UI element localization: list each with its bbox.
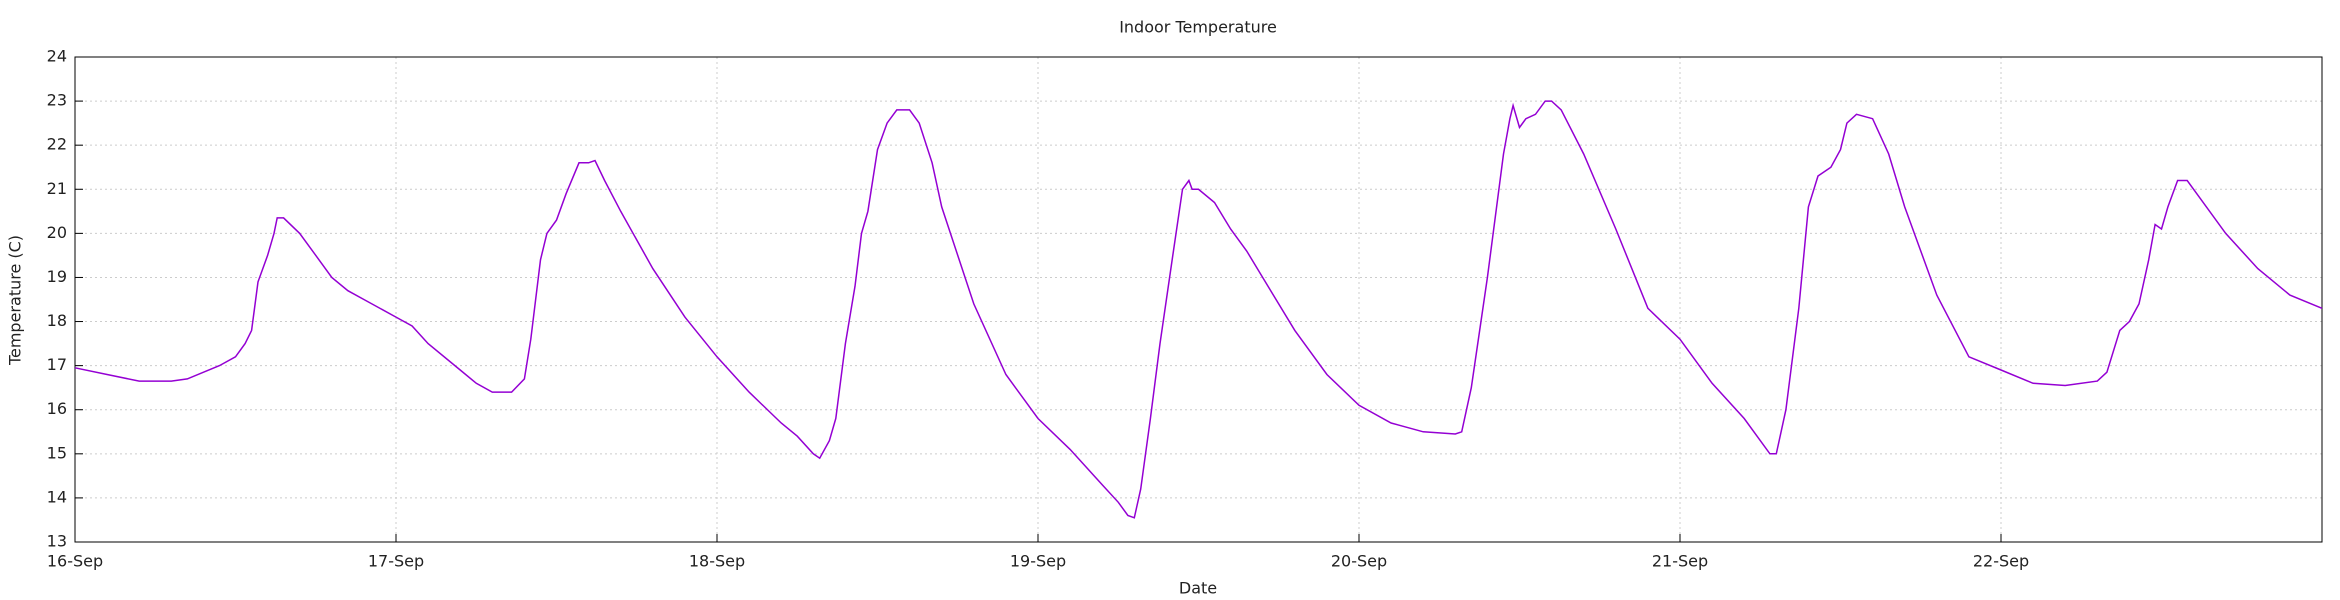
x-tick-label: 21-Sep [1652, 552, 1708, 571]
y-tick-label: 13 [47, 532, 67, 551]
chart-title: Indoor Temperature [1119, 18, 1277, 37]
plot-border [74, 56, 2323, 543]
y-tick-label: 24 [47, 47, 67, 66]
y-axis-label: Temperature (C) [6, 235, 25, 366]
x-tick-label: 16-Sep [47, 552, 103, 571]
x-tick-label: 19-Sep [1010, 552, 1066, 571]
y-tick-label: 21 [47, 179, 67, 198]
x-tick-label: 20-Sep [1331, 552, 1387, 571]
x-tick-label: 17-Sep [368, 552, 424, 571]
y-tick-label: 14 [47, 487, 67, 506]
x-tick-label: 22-Sep [1973, 552, 2029, 571]
y-tick-label: 15 [47, 443, 67, 462]
x-tick-label: 18-Sep [689, 552, 745, 571]
y-tick-label: 16 [47, 399, 67, 418]
x-axis-label: Date [1179, 579, 1217, 598]
y-tick-label: 20 [47, 223, 67, 242]
line [74, 100, 2323, 519]
y-tick-label: 17 [47, 355, 67, 374]
y-tick-label: 23 [47, 91, 67, 110]
y-tick-label: 18 [47, 311, 67, 330]
y-tick-label: 22 [47, 135, 67, 154]
y-tick-label: 19 [47, 267, 67, 286]
